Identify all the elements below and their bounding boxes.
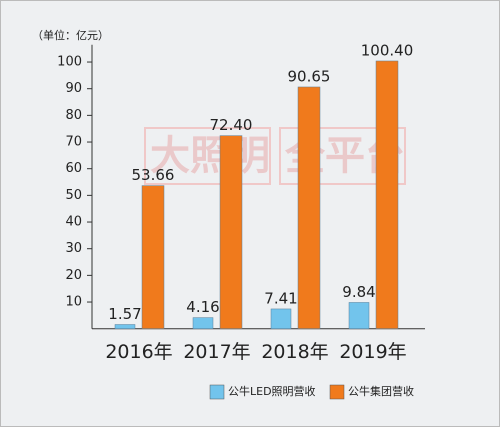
legend-label: 公牛LED照明营收 xyxy=(228,384,316,398)
x-tick-label: 2017年 xyxy=(183,341,250,363)
y-tick-label: 10 xyxy=(65,295,82,310)
legend-swatch xyxy=(329,384,345,400)
x-tick-label: 2019年 xyxy=(339,341,406,363)
legend-label: 公牛集团营收 xyxy=(348,384,414,398)
bar xyxy=(297,86,321,329)
value-label: 72.40 xyxy=(210,116,253,134)
value-label: 4.16 xyxy=(186,298,219,316)
watermark-box xyxy=(144,127,271,185)
value-label: 9.84 xyxy=(342,283,375,301)
value-label: 53.66 xyxy=(132,166,175,184)
y-tick-label: 90 xyxy=(65,81,82,96)
x-tick-label: 2016年 xyxy=(105,341,172,363)
y-tick-label: 80 xyxy=(65,108,82,123)
x-tick-label: 2018年 xyxy=(261,341,328,363)
y-tick-label: 60 xyxy=(65,161,82,176)
bar xyxy=(141,185,165,329)
watermark: 大照明 xyxy=(150,133,270,179)
y-tick-label: 50 xyxy=(65,188,82,203)
y-axis-unit: （单位：亿元） xyxy=(32,28,109,42)
bar xyxy=(114,324,136,329)
y-tick-label: 20 xyxy=(65,268,82,283)
y-tick-label: 70 xyxy=(65,135,82,150)
value-label: 100.40 xyxy=(361,41,414,59)
bar xyxy=(375,60,399,329)
y-tick-label: 40 xyxy=(65,215,82,230)
bar xyxy=(270,308,292,329)
y-tick-label: 30 xyxy=(65,241,82,256)
bar xyxy=(192,317,214,329)
watermark-box xyxy=(279,127,406,185)
value-label: 90.65 xyxy=(288,67,331,85)
value-label: 7.41 xyxy=(264,289,297,307)
bar xyxy=(348,302,370,329)
y-tick-label: 100 xyxy=(57,55,82,70)
legend-swatch xyxy=(209,384,225,400)
value-label: 1.57 xyxy=(108,305,141,323)
bar xyxy=(219,135,243,329)
